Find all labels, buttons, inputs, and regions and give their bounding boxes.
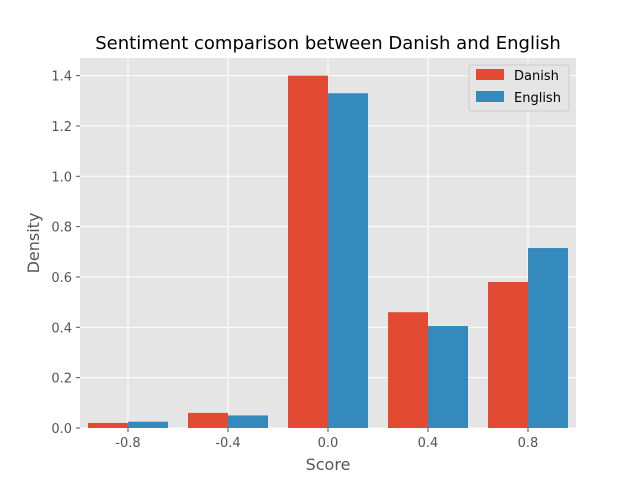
bar-english-2 [328, 93, 368, 428]
y-axis-label: Density [24, 213, 43, 274]
x-axis-label: Score [306, 455, 351, 474]
legend: Danish English [468, 64, 570, 112]
legend-swatch [476, 91, 504, 102]
y-tick-label: 1.2 [51, 120, 72, 135]
y-ticks: 0.0 0.2 0.4 0.6 0.8 1.0 1.2 1.4 [51, 70, 80, 437]
chart-title: Sentiment comparison between Danish and … [95, 33, 561, 54]
bars [88, 75, 568, 428]
y-tick-label: 0.2 [51, 372, 72, 387]
bar-danish-1 [188, 412, 228, 428]
x-tick-label: 0.0 [318, 436, 339, 451]
bar-danish-4 [488, 282, 528, 428]
legend-swatch [476, 69, 504, 80]
bar-english-4 [528, 248, 568, 428]
x-tick-label: -0.4 [215, 436, 240, 451]
legend-label: English [514, 91, 561, 106]
y-tick-label: 1.4 [51, 70, 72, 85]
bar-danish-3 [388, 312, 428, 428]
y-tick-label: 1.0 [51, 170, 72, 185]
bar-english-3 [428, 326, 468, 428]
x-tick-label: 0.4 [418, 436, 439, 451]
x-tick-label: 0.8 [518, 436, 539, 451]
legend-label: Danish [514, 69, 559, 84]
y-tick-label: 0.6 [51, 271, 72, 286]
bar-english-0 [128, 421, 168, 428]
bar-english-1 [228, 415, 268, 428]
y-tick-label: 0.4 [51, 321, 72, 336]
bar-danish-0 [88, 422, 128, 428]
y-tick-label: 0.8 [51, 221, 72, 236]
x-tick-label: -0.8 [115, 436, 140, 451]
bar-danish-2 [288, 75, 328, 428]
x-ticks: -0.8 -0.4 0.0 0.4 0.8 [115, 428, 538, 451]
y-tick-label: 0.0 [51, 422, 72, 437]
